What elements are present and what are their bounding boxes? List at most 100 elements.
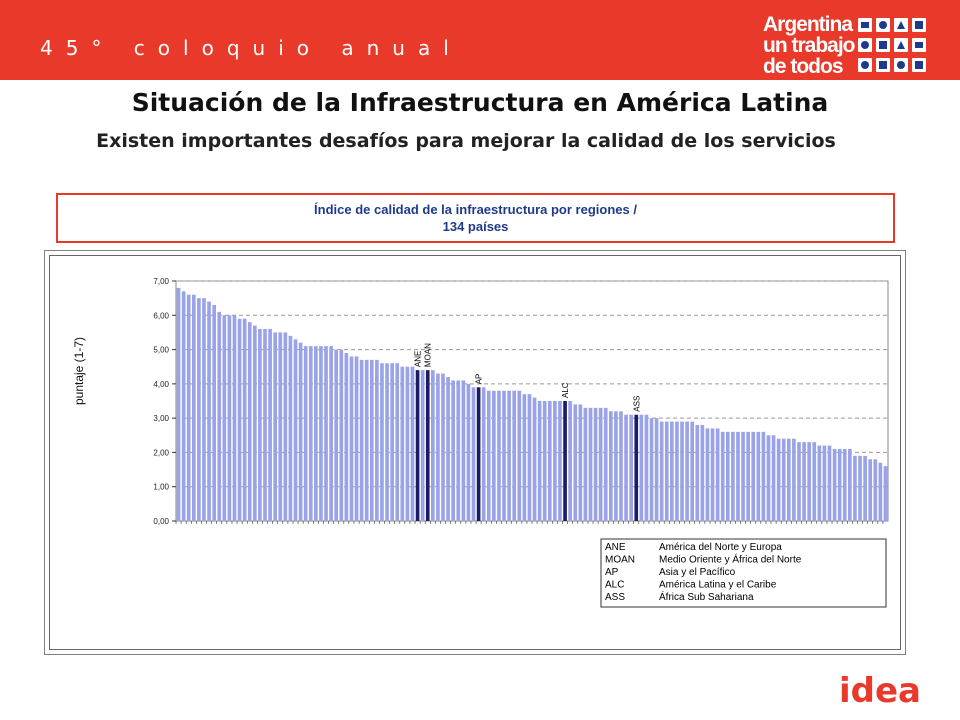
bar bbox=[700, 425, 705, 521]
bar bbox=[364, 359, 369, 521]
legend-name: América Latina y el Caribe bbox=[659, 580, 777, 591]
bar bbox=[252, 325, 257, 521]
argentina-logo-text: Argentina un trabajo de todos bbox=[763, 14, 858, 77]
bar bbox=[283, 332, 288, 521]
bar bbox=[670, 421, 674, 521]
chart-title-line-2: 134 países bbox=[442, 219, 509, 234]
bar bbox=[232, 315, 237, 521]
bar bbox=[746, 431, 750, 521]
bar bbox=[603, 407, 608, 521]
bar bbox=[812, 442, 817, 521]
bar bbox=[837, 449, 842, 521]
bar bbox=[827, 445, 832, 521]
highlight-label: ALC bbox=[561, 382, 570, 398]
bar bbox=[227, 315, 232, 521]
legend-name: Asia y el Pacífico bbox=[659, 567, 736, 578]
bar bbox=[181, 291, 186, 521]
bar bbox=[481, 387, 486, 521]
bar bbox=[593, 407, 598, 521]
logo-line-2: un trabajo bbox=[763, 34, 856, 57]
bar bbox=[263, 329, 267, 521]
bar bbox=[380, 363, 384, 521]
bar bbox=[848, 449, 852, 521]
bar bbox=[492, 390, 496, 521]
bar bbox=[517, 390, 522, 521]
bar bbox=[736, 431, 740, 521]
bar bbox=[832, 449, 837, 521]
bar bbox=[405, 366, 410, 521]
bar bbox=[288, 335, 293, 521]
bar bbox=[186, 294, 191, 521]
bar bbox=[191, 294, 196, 521]
legend-name: Medio Oriente y África del Norte bbox=[659, 553, 802, 566]
bar bbox=[649, 418, 654, 521]
bar bbox=[771, 435, 776, 521]
bar bbox=[792, 438, 796, 521]
bar bbox=[329, 346, 333, 521]
bar bbox=[797, 442, 801, 521]
bar bbox=[608, 411, 613, 521]
highlight-label: MOAN bbox=[424, 343, 433, 367]
bar bbox=[258, 329, 262, 521]
bar bbox=[776, 438, 781, 521]
highlight-label: AP bbox=[475, 374, 484, 385]
bar bbox=[497, 390, 501, 521]
bar bbox=[207, 301, 211, 521]
bar bbox=[212, 305, 216, 521]
bar bbox=[507, 390, 511, 521]
logo-icon-grid bbox=[858, 18, 926, 72]
bar bbox=[547, 401, 552, 521]
bar bbox=[690, 421, 695, 521]
y-tick-label: 5,00 bbox=[153, 346, 169, 355]
bar bbox=[395, 363, 400, 521]
bar bbox=[268, 329, 272, 521]
bar bbox=[298, 342, 303, 521]
bar bbox=[842, 449, 847, 521]
bar bbox=[731, 431, 735, 521]
bar-highlight bbox=[415, 370, 420, 521]
bar bbox=[817, 445, 822, 521]
bar bbox=[573, 404, 578, 521]
bar bbox=[756, 431, 761, 521]
bar bbox=[446, 377, 450, 521]
bar bbox=[741, 431, 745, 521]
bar bbox=[176, 287, 181, 521]
bar bbox=[522, 394, 527, 521]
bar bbox=[359, 359, 364, 521]
banner-text: 45° coloquio anual bbox=[40, 36, 462, 60]
chart-title-box: Índice de calidad de la infraestructura … bbox=[56, 193, 895, 243]
bar bbox=[675, 421, 679, 521]
bar bbox=[695, 425, 700, 521]
bar bbox=[349, 356, 354, 521]
bar bbox=[868, 459, 873, 521]
bar bbox=[644, 414, 649, 521]
bar bbox=[451, 380, 456, 521]
bar bbox=[766, 435, 771, 521]
bar bbox=[858, 455, 862, 521]
bar bbox=[237, 318, 242, 521]
bar bbox=[853, 455, 857, 521]
bar bbox=[532, 397, 537, 521]
bar bbox=[303, 346, 308, 521]
bar bbox=[247, 322, 252, 521]
bar bbox=[308, 346, 313, 521]
bar bbox=[242, 318, 247, 521]
logo-line-3: de todos bbox=[763, 55, 844, 78]
bar bbox=[781, 438, 786, 521]
y-tick-label: 1,00 bbox=[153, 483, 169, 492]
bar bbox=[537, 401, 542, 521]
bar-highlight bbox=[476, 387, 481, 521]
chart-title-line-1: Índice de calidad de la infraestructura … bbox=[314, 202, 637, 217]
bar bbox=[583, 407, 588, 521]
bar bbox=[761, 431, 766, 521]
bar bbox=[278, 332, 283, 521]
bar bbox=[466, 383, 471, 521]
bar bbox=[710, 428, 715, 521]
chart-frame: 0,00 1,00 2,00 3,00 4,00 5,00 6,00 7,00 puntaje … bbox=[44, 250, 906, 655]
bar bbox=[751, 431, 756, 521]
bar bbox=[624, 414, 628, 521]
bar bbox=[390, 363, 394, 521]
bar bbox=[410, 366, 415, 521]
bar bbox=[802, 442, 806, 521]
y-tick-label: 7,00 bbox=[153, 277, 169, 286]
